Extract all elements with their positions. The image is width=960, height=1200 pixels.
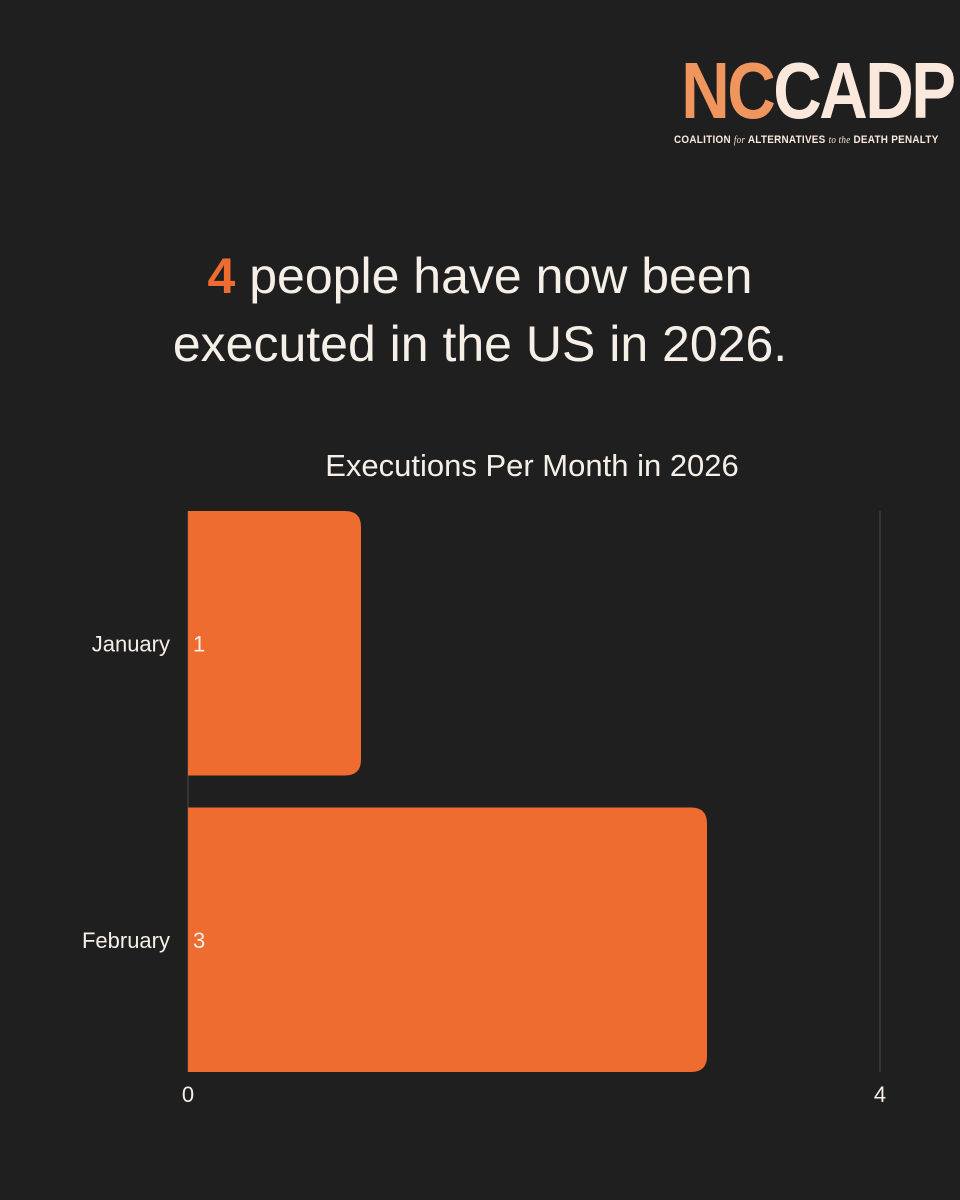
bar-january bbox=[188, 511, 361, 776]
headline-line-2: executed in the US in 2026. bbox=[172, 316, 788, 372]
headline-number: 4 bbox=[207, 248, 236, 304]
category-label: January bbox=[92, 631, 170, 656]
category-label: February bbox=[82, 928, 170, 953]
bar-february bbox=[188, 807, 707, 1072]
chart-title: Executions Per Month in 2026 bbox=[325, 448, 739, 483]
data-label: 1 bbox=[193, 631, 205, 656]
headline: 4 people have now been executed in the U… bbox=[0, 242, 960, 378]
data-label: 3 bbox=[193, 928, 205, 953]
headline-line-1: 4 people have now been bbox=[207, 248, 753, 304]
x-tick-label: 4 bbox=[874, 1082, 886, 1107]
logo-tagline: COALITION for ALTERNATIVES to the DEATH … bbox=[674, 134, 939, 146]
logo: NCCADP COALITION for ALTERNATIVES to the… bbox=[662, 46, 956, 147]
x-tick-label: 0 bbox=[182, 1082, 194, 1107]
logo-wordmark: NCCADP bbox=[681, 46, 956, 135]
